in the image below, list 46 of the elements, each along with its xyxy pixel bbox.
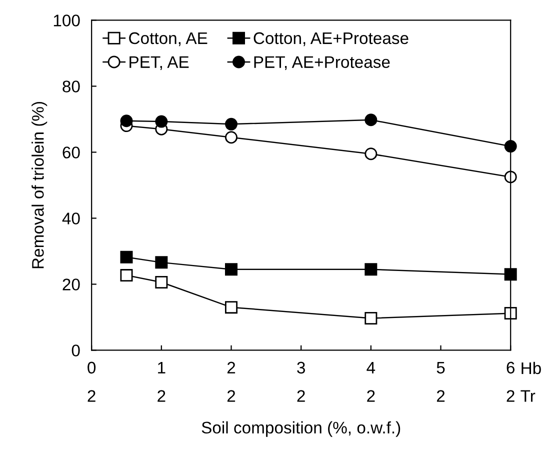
- text: 2: [88, 390, 96, 402]
- y-tick-label: 60: [62, 146, 80, 158]
- text: Tr: [520, 390, 536, 402]
- y-tick-label: 20: [62, 278, 80, 290]
- legend-label: PET, AE+Protease: [254, 56, 390, 70]
- legend-label: Cotton, AE+Protease: [254, 32, 408, 46]
- point: [155, 256, 168, 269]
- text: 2: [506, 390, 514, 402]
- point: [364, 312, 378, 324]
- point: [364, 114, 378, 126]
- x-tick-label: 2: [227, 362, 236, 374]
- y-tick-label: 40: [62, 212, 80, 224]
- point: [225, 118, 238, 130]
- x-tick-label: 3: [297, 362, 305, 374]
- point: [504, 170, 517, 184]
- text: 2: [436, 390, 445, 402]
- text: 2: [297, 390, 305, 402]
- point: [225, 301, 238, 314]
- point: [155, 115, 168, 128]
- y-tick-label: 100: [54, 14, 80, 26]
- point: [225, 263, 238, 276]
- point: [225, 131, 238, 144]
- y-tick-label: 0: [72, 344, 80, 356]
- point: [364, 148, 378, 160]
- point: [120, 250, 133, 264]
- point: [504, 140, 517, 153]
- y-tick-label: 80: [62, 80, 80, 92]
- text: 2: [227, 390, 236, 402]
- point: [364, 263, 378, 276]
- text: 2: [367, 390, 375, 402]
- point: [504, 268, 517, 281]
- x-tick-label: 6: [506, 362, 514, 374]
- legend-label: PET, AE: [130, 56, 189, 70]
- text: 2: [158, 390, 166, 402]
- point: [155, 276, 168, 288]
- x-tick-label: 5: [436, 362, 445, 374]
- legend-label: Cotton, AE: [129, 32, 208, 46]
- x-tick-label: 4: [366, 362, 376, 374]
- point: [504, 307, 517, 320]
- x-tick-label: 0: [88, 362, 96, 374]
- text: Hb: [522, 362, 541, 374]
- x-tick-label: 1: [158, 362, 166, 374]
- point: [120, 114, 133, 128]
- point: [120, 269, 133, 282]
- x-axis-title: Soil composition (%, o.w.f.): [202, 421, 400, 437]
- y-axis-title: Removal of triolein (%): [32, 102, 48, 268]
